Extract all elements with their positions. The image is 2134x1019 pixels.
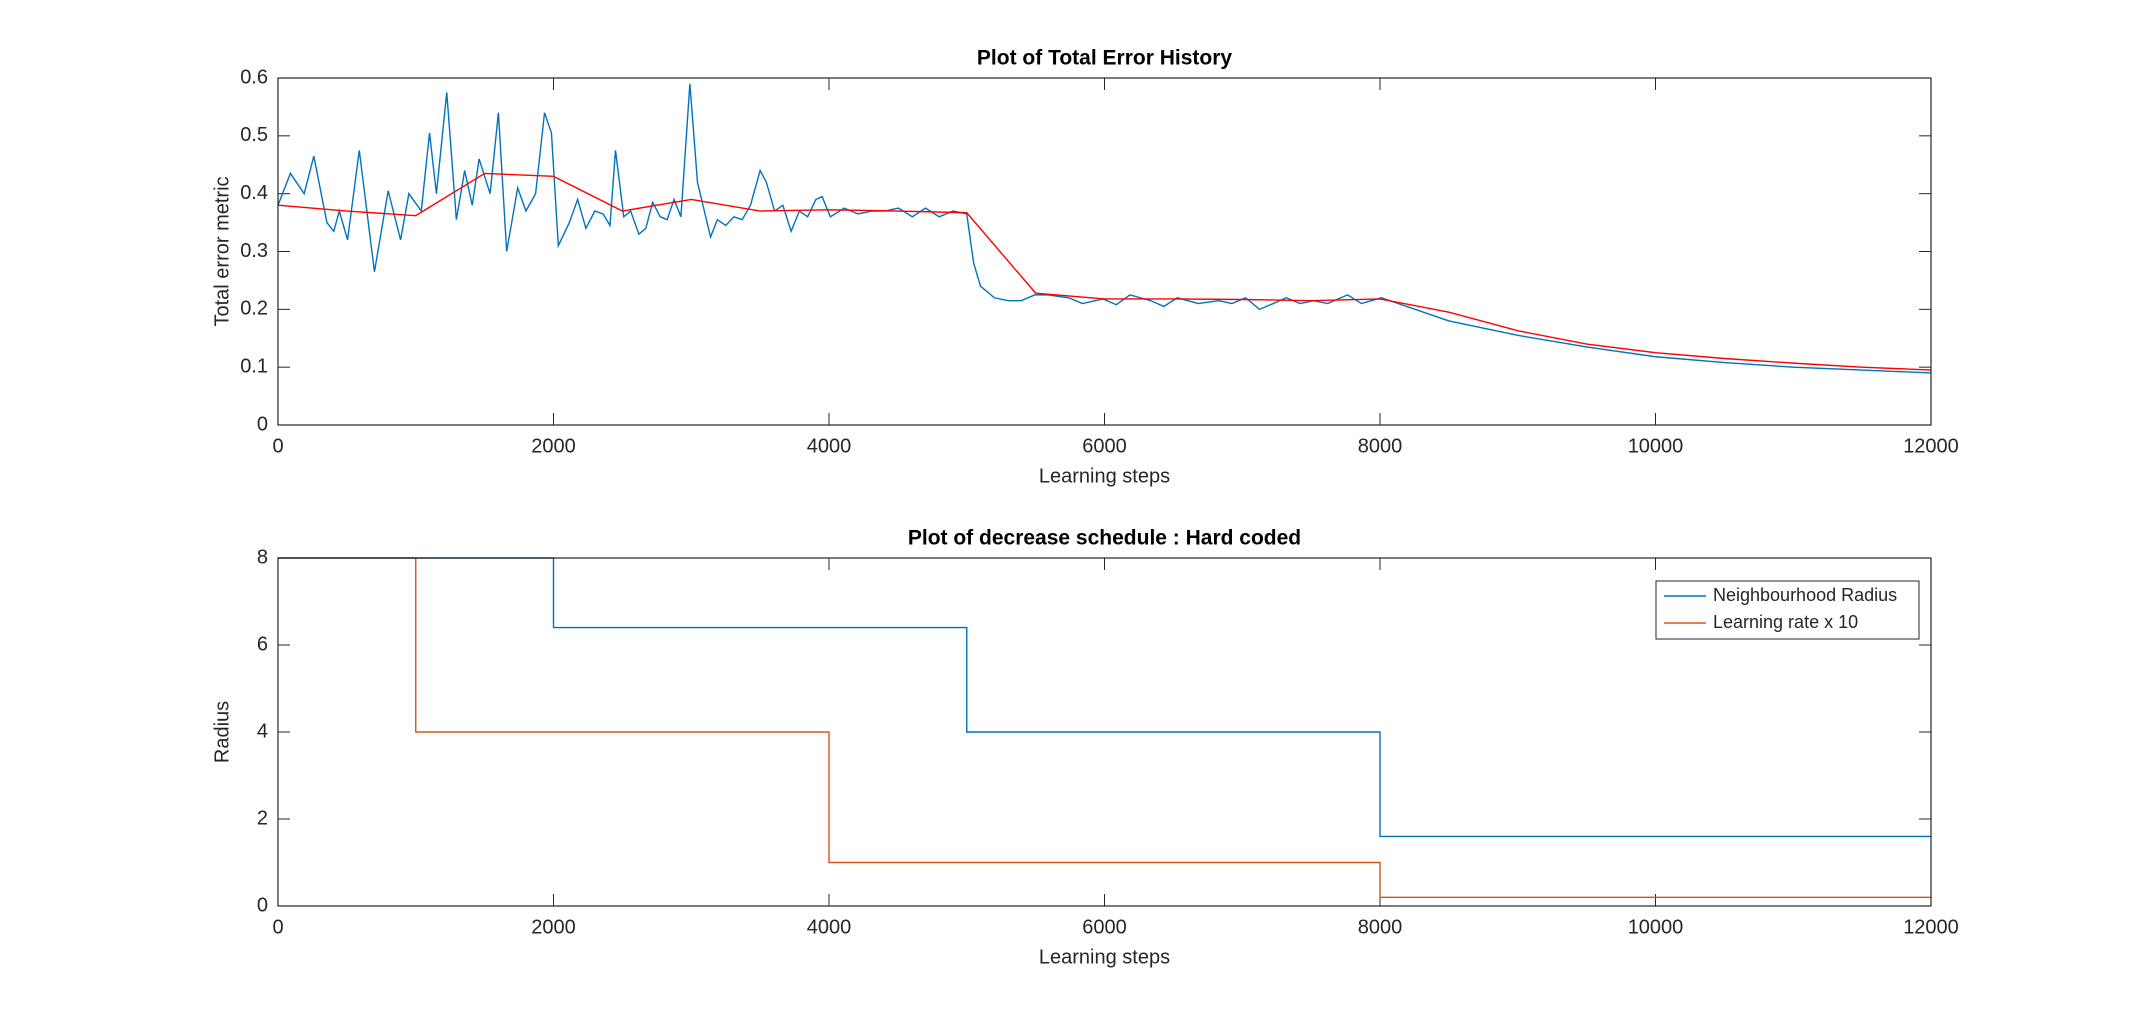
legend-label: Learning rate x 10 — [1713, 612, 1858, 632]
y-tick-label: 4 — [257, 720, 268, 742]
y-tick-label: 0.6 — [240, 66, 268, 88]
plot-area — [278, 78, 1931, 425]
y-tick-label: 0.1 — [240, 355, 268, 377]
chart-panel: Plot of decrease schedule : Hard coded Le… — [211, 527, 1959, 969]
y-tick-label: 0.2 — [240, 298, 268, 320]
series-line — [277, 172, 1932, 371]
x-tick-label: 0 — [272, 435, 283, 457]
x-tick-label: 2000 — [531, 435, 576, 457]
y-tick-label: 0.4 — [240, 182, 268, 204]
x-tick-label: 4000 — [807, 916, 852, 938]
y-tick-label: 0 — [257, 894, 268, 916]
x-tick-label: 4000 — [807, 435, 852, 457]
chart-title: Plot of decrease schedule : Hard coded — [908, 527, 1301, 550]
y-tick-label: 6 — [257, 633, 268, 655]
chart-panel: Plot of Total Error History Learning step… — [211, 47, 1959, 488]
y-tick-label: 2 — [257, 807, 268, 829]
x-tick-label: 10000 — [1628, 916, 1684, 938]
chart-title: Plot of Total Error History — [977, 47, 1232, 70]
x-axis-label: Learning steps — [1039, 465, 1170, 487]
x-tick-label: 12000 — [1903, 435, 1959, 457]
series-line — [278, 557, 1931, 838]
x-tick-label: 0 — [272, 916, 283, 938]
y-tick-label: 0.3 — [240, 240, 268, 262]
x-tick-label: 8000 — [1358, 435, 1403, 457]
y-tick-label: 0 — [257, 413, 268, 435]
x-tick-label: 12000 — [1903, 916, 1959, 938]
x-tick-label: 10000 — [1628, 435, 1684, 457]
y-axis-label: Total error metric — [211, 176, 233, 326]
y-tick-label: 0.5 — [240, 124, 268, 146]
y-axis-label: Radius — [211, 701, 233, 763]
axes-box — [277, 557, 1932, 907]
y-tick-label: 8 — [257, 546, 268, 568]
legend-box — [1655, 580, 1920, 640]
x-tick-label: 8000 — [1358, 916, 1403, 938]
x-tick-label: 6000 — [1082, 916, 1127, 938]
x-tick-label: 6000 — [1082, 435, 1127, 457]
x-tick-label: 2000 — [531, 916, 576, 938]
x-axis-label: Learning steps — [1039, 946, 1170, 968]
series-line — [277, 83, 1932, 374]
legend-label: Neighbourhood Radius — [1713, 585, 1897, 605]
series-line — [278, 557, 1931, 898]
axes-box — [277, 77, 1932, 426]
